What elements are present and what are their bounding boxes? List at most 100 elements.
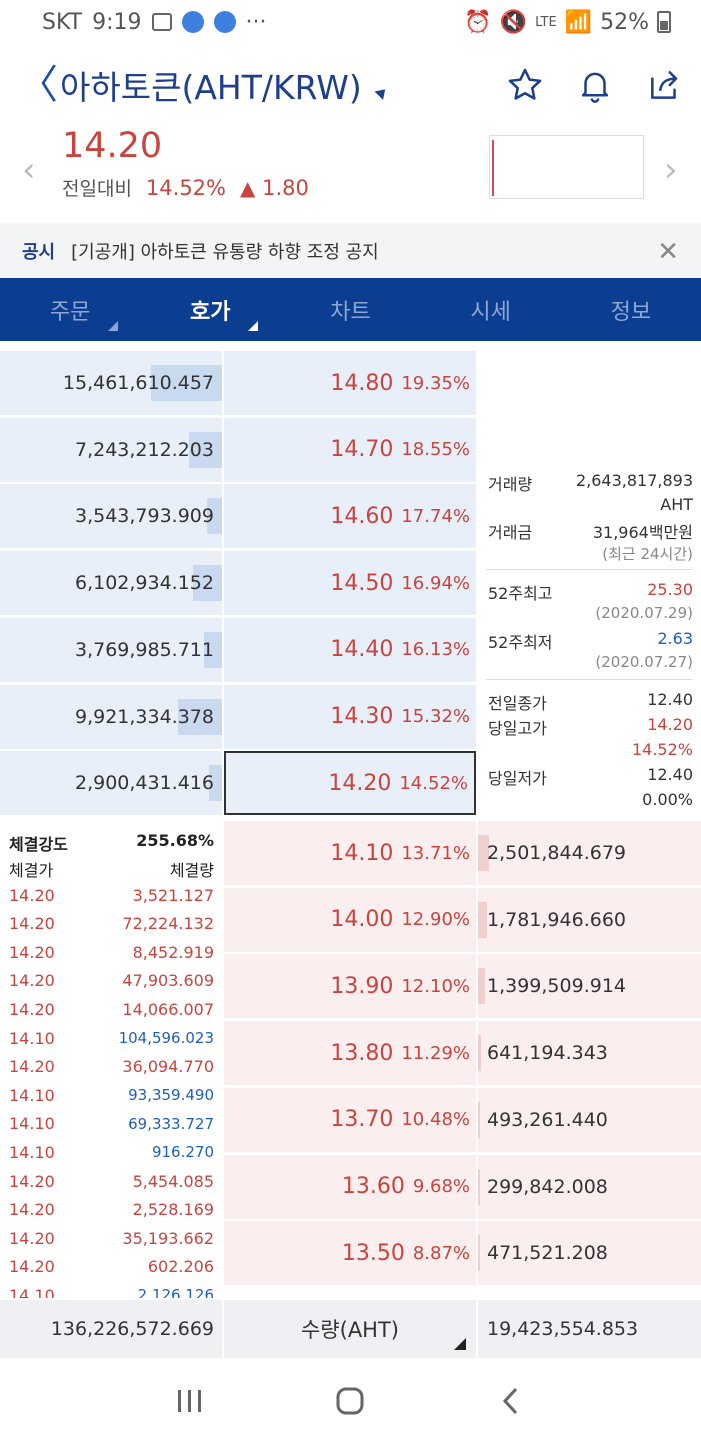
ask-volume-bar (177, 698, 222, 735)
bid-row[interactable]: 13.50 8.87% 471,521.208 (0, 1221, 701, 1286)
back-icon[interactable]: 〈 (18, 62, 58, 108)
ask-row[interactable]: 3,543,793.909 14.60 17.74% (0, 484, 701, 549)
bid-price-cell[interactable]: 13.50 8.87% (224, 1221, 476, 1286)
prev-coin-icon[interactable]: ‹ (22, 150, 36, 190)
tab-dropdown-icon (108, 321, 119, 331)
trade-history-panel[interactable]: 체결강도 255.68% 체결가 체결량 14.20 3,521.127 14.20 72… (0, 821, 222, 1298)
bid-row[interactable]: 13.70 10.48% 493,261.440 (0, 1087, 701, 1152)
bid-volume-cell[interactable]: 493,261.440 (478, 1087, 701, 1152)
bid-price-cell[interactable]: 14.00 12.90% (224, 887, 476, 952)
high52-date: (2020.07.29) (595, 604, 693, 622)
app-notification-icon-2 (213, 11, 236, 33)
bell-icon[interactable] (575, 65, 615, 105)
bid-price-cell[interactable]: 13.60 9.68% (224, 1154, 476, 1219)
amount-label: 거래금 (488, 523, 533, 542)
trade-row: 14.20 3,521.127 (9, 881, 214, 909)
ask-row[interactable]: 7,243,212.203 14.70 18.55% (0, 417, 701, 482)
bid-row[interactable]: 14.00 12.90% 1,781,946.660 (0, 887, 701, 952)
ask-row[interactable]: 2,900,431.416 14.20 14.52% (0, 751, 701, 816)
bid-row[interactable]: 13.80 11.29% 641,194.343 (0, 1021, 701, 1086)
ask-volume-cell[interactable]: 3,769,985.711 (0, 617, 222, 682)
ask-percent: 19.35% (401, 372, 470, 394)
share-icon[interactable] (645, 65, 685, 105)
tab-info[interactable]: 정보 (561, 278, 701, 341)
trade-price: 14.10 (9, 1114, 55, 1134)
bid-volume-cell[interactable]: 2,501,844.679 (478, 821, 701, 885)
recent-apps-icon[interactable] (170, 1381, 210, 1421)
back-nav-icon[interactable] (491, 1381, 531, 1421)
ask-row[interactable]: 6,102,934.152 14.50 16.94% (0, 551, 701, 616)
ask-volume-cell[interactable]: 6,102,934.152 (0, 551, 222, 616)
trade-price: 14.20 (9, 971, 55, 991)
ask-volume-bar (208, 765, 222, 802)
trade-qty: 8,452.919 (132, 942, 214, 962)
image-notification-icon (151, 13, 172, 31)
ask-row[interactable]: 15,461,610.457 14.80 19.35% (0, 351, 701, 415)
home-icon[interactable] (330, 1381, 370, 1421)
bid-volume-cell[interactable]: 641,194.343 (478, 1021, 701, 1086)
ask-percent: 16.13% (401, 639, 470, 661)
ask-volume-bar (188, 431, 222, 468)
tab-quotes[interactable]: 시세 (421, 278, 561, 341)
ask-percent: 15.32% (401, 706, 470, 727)
tab-bar: 주문 호가 차트 시세 정보 (0, 278, 701, 341)
ask-price-cell[interactable]: 14.80 19.35% (224, 351, 476, 415)
ask-price-cell[interactable]: 14.20 14.52% (224, 751, 476, 816)
ask-volume-cell[interactable]: 3,543,793.909 (0, 484, 222, 549)
ask-price-cell[interactable]: 14.70 18.55% (224, 417, 476, 482)
tab-orderbook[interactable]: 호가 (140, 278, 280, 341)
bid-price-cell[interactable]: 14.10 13.71% (224, 821, 476, 885)
trade-row: 14.10 916.270 (9, 1138, 214, 1166)
bid-price-cell[interactable]: 13.80 11.29% (224, 1021, 476, 1086)
bid-row[interactable]: 14.10 13.71% 2,501,844.679 (0, 821, 701, 885)
bid-volume-bar (478, 1235, 481, 1272)
page-title[interactable]: 아하토큰(AHT/KRW) (60, 68, 362, 107)
bid-price-cell[interactable]: 13.70 10.48% (224, 1087, 476, 1152)
ask-price-cell[interactable]: 14.60 17.74% (224, 484, 476, 549)
mini-chart[interactable] (489, 135, 644, 199)
ask-volume-cell[interactable]: 7,243,212.203 (0, 417, 222, 482)
notice-text[interactable]: [기공개] 아하토큰 유통량 하향 조정 공지 (71, 241, 379, 263)
bid-volume-cell[interactable]: 299,842.008 (478, 1154, 701, 1219)
bid-volume-cell[interactable]: 471,521.208 (478, 1221, 701, 1286)
bid-price-cell[interactable]: 13.90 12.10% (224, 954, 476, 1019)
ask-row[interactable]: 3,769,985.711 14.40 16.13% (0, 617, 701, 682)
trade-price: 14.20 (9, 1200, 55, 1220)
ask-price-cell[interactable]: 14.50 16.94% (224, 551, 476, 616)
trade-row: 14.20 14,066.007 (9, 995, 214, 1023)
ask-row[interactable]: 9,921,334.378 14.30 15.32% (0, 684, 701, 749)
close-icon[interactable]: ✕ (657, 237, 679, 267)
low52-value: 2.63 (657, 629, 693, 648)
title-dropdown-icon[interactable] (374, 84, 390, 100)
change-label: 전일대비 (62, 178, 132, 200)
bid-row[interactable]: 13.60 9.68% 299,842.008 (0, 1154, 701, 1219)
star-icon[interactable] (505, 65, 545, 105)
trade-price: 14.20 (9, 885, 55, 905)
ask-volume-cell[interactable]: 2,900,431.416 (0, 751, 222, 816)
bid-percent: 12.90% (401, 909, 470, 931)
notice-tag: 공시 (22, 241, 56, 263)
bid-row[interactable]: 13.90 12.10% 1,399,509.914 (0, 954, 701, 1019)
bid-price: 13.70 (330, 1107, 394, 1133)
tab-chart[interactable]: 차트 (280, 278, 420, 341)
unit-selector[interactable]: 수량(AHT) (224, 1300, 476, 1358)
trade-qty: 602.206 (147, 1257, 214, 1277)
low52-label: 52주최저 (488, 633, 553, 652)
bid-volume-cell[interactable]: 1,781,946.660 (478, 887, 701, 952)
alarm-icon: ⏰ (464, 9, 492, 35)
app-header: 〈 아하토큰(AHT/KRW) (0, 50, 701, 120)
notice-bar[interactable]: 공시 [기공개] 아하토큰 유통량 하향 조정 공지 ✕ (0, 223, 701, 278)
ask-volume-cell[interactable]: 9,921,334.378 (0, 684, 222, 749)
tab-order[interactable]: 주문 (0, 278, 140, 341)
next-coin-icon[interactable]: › (664, 150, 678, 190)
trade-price: 14.10 (9, 1085, 55, 1105)
bid-volume-bar (478, 1168, 480, 1205)
ask-price-cell[interactable]: 14.30 15.32% (224, 684, 476, 749)
ask-price-cell[interactable]: 14.40 16.13% (224, 617, 476, 682)
trade-price: 14.20 (9, 942, 55, 962)
day-low-pct: 0.00% (642, 790, 693, 809)
bid-volume-cell[interactable]: 1,399,509.914 (478, 954, 701, 1019)
ask-volume-cell[interactable]: 15,461,610.457 (0, 351, 222, 415)
trade-price: 14.10 (9, 1028, 55, 1048)
ask-volume: 6,102,934.152 (74, 572, 214, 595)
